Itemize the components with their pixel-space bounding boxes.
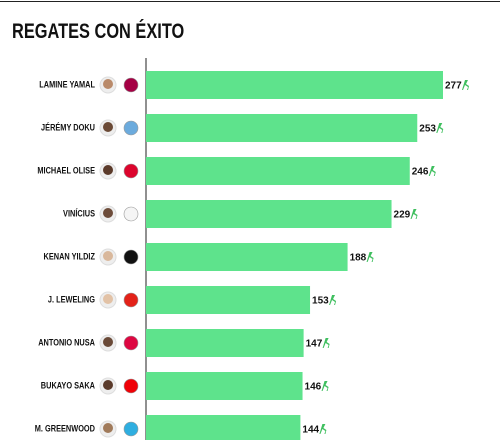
bar <box>146 71 443 99</box>
value-label: 146 <box>305 382 322 393</box>
category-label: VINÍCIUS <box>63 208 95 219</box>
category-label: ANTONIO NUSA <box>38 338 95 348</box>
value-label: 253 <box>419 124 436 135</box>
value-label: 229 <box>394 210 411 221</box>
bar <box>146 114 418 142</box>
value-label: 153 <box>312 296 329 307</box>
category-label: M. GREENWOOD <box>35 424 95 434</box>
player-face <box>103 79 113 89</box>
club-logo <box>123 206 139 222</box>
club-logo <box>123 77 139 93</box>
runner-icon <box>321 381 329 391</box>
club-logo <box>123 378 139 394</box>
player-face <box>103 122 113 132</box>
bar <box>146 329 304 357</box>
value-label: 144 <box>302 425 319 436</box>
runner-icon <box>322 338 330 348</box>
player-face <box>103 294 113 304</box>
runner-icon <box>366 252 374 262</box>
player-face <box>103 208 113 218</box>
runner-icon <box>410 209 418 219</box>
club-logo <box>123 120 139 136</box>
category-label: MICHAEL OLISE <box>37 166 95 176</box>
chart-title: REGATES CON ÉXITO <box>12 19 184 42</box>
bar <box>146 243 348 271</box>
player-face <box>103 380 113 390</box>
bar <box>146 157 410 185</box>
value-label: 246 <box>412 167 429 178</box>
club-logo <box>123 163 139 179</box>
runner-icon <box>436 123 444 133</box>
category-label: J. LEWELING <box>48 295 95 305</box>
runner-icon <box>428 166 436 176</box>
runner-icon <box>329 295 337 305</box>
bar <box>146 200 392 228</box>
club-logo <box>123 421 139 437</box>
category-label: JÉRÉMY DOKU <box>41 122 95 133</box>
player-face <box>103 251 113 261</box>
category-label: LAMINE YAMAL <box>39 80 95 90</box>
player-face <box>103 165 113 175</box>
club-logo <box>123 335 139 351</box>
runner-icon <box>319 424 327 434</box>
category-label: BUKAYO SAKA <box>41 381 95 391</box>
value-label: 147 <box>306 339 323 350</box>
club-logo <box>123 292 139 308</box>
category-label: KENAN YILDIZ <box>44 252 95 262</box>
value-label: 188 <box>350 253 367 264</box>
player-face <box>103 337 113 347</box>
player-face <box>103 423 113 433</box>
club-logo <box>123 249 139 265</box>
bar <box>146 286 311 314</box>
bar <box>146 372 303 400</box>
value-label: 277 <box>445 81 462 92</box>
runner-icon <box>462 80 469 90</box>
bar <box>146 415 301 440</box>
